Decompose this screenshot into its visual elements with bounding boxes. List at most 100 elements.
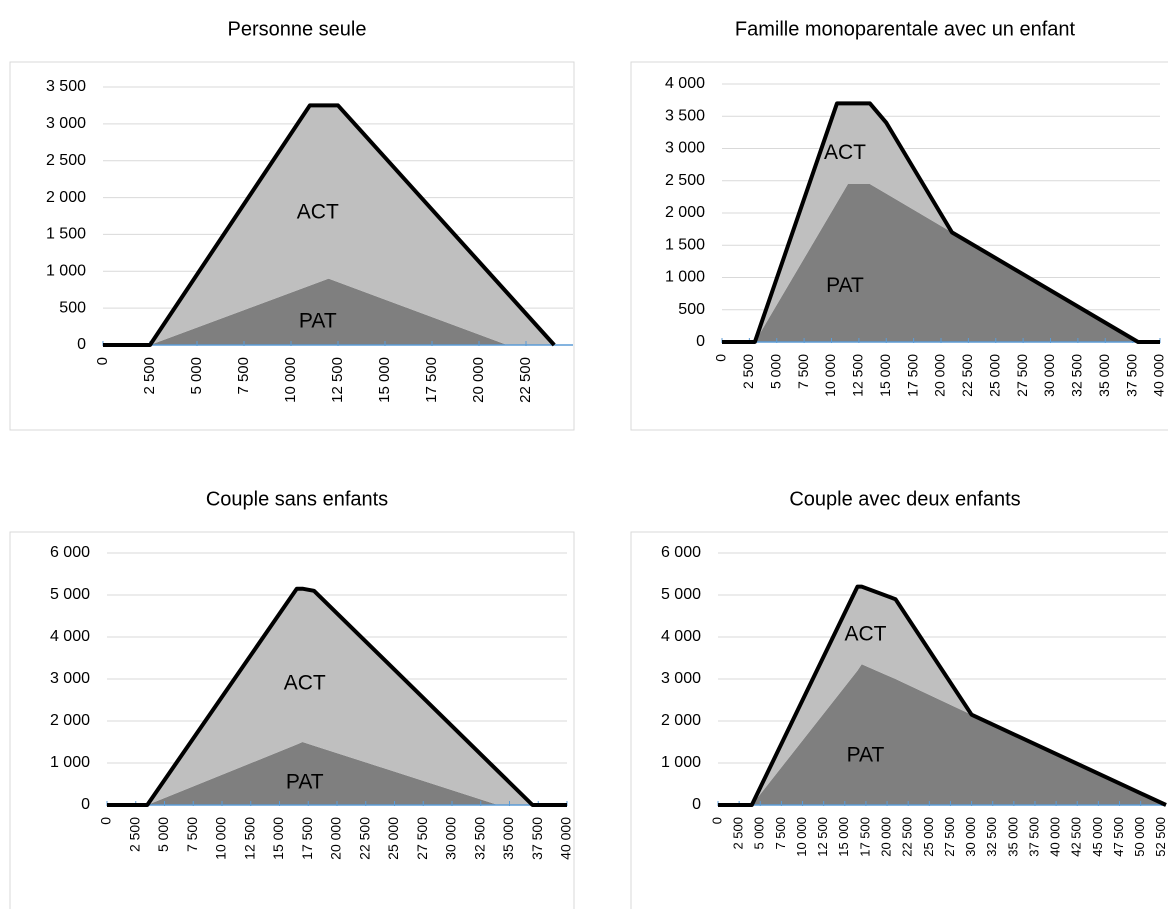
x-tick-label: 0 [94, 357, 111, 365]
panel-frame [9, 61, 575, 431]
x-tick-label: 2 500 [141, 357, 158, 395]
x-tick-label: 20 000 [470, 357, 487, 403]
x-tick-label: 15 000 [270, 817, 286, 860]
x-tick-label: 10 000 [822, 354, 838, 397]
chart-title: Personne seule [228, 18, 367, 40]
y-tick-label: 5 000 [661, 586, 701, 603]
y-tick-label: 2 500 [46, 152, 86, 169]
area-1 [722, 103, 1160, 342]
y-tick-label: 6 000 [50, 544, 90, 561]
x-tick-label: 0 [713, 354, 729, 362]
y-tick-label: 4 000 [661, 628, 701, 645]
y-tick-label: 0 [81, 796, 90, 813]
x-tick-label: 5 000 [752, 817, 767, 850]
x-tick-label: 5 000 [188, 357, 205, 395]
y-tick-label: 3 000 [661, 670, 701, 687]
y-tick-label: 1 000 [46, 263, 86, 280]
x-tick-label: 17 500 [299, 817, 315, 860]
x-tick-label: 22 500 [517, 357, 534, 403]
x-tick-label: 37 500 [1026, 817, 1041, 857]
series-label: ACT [284, 671, 326, 694]
y-tick-label: 3 000 [50, 670, 90, 687]
x-tick-label: 25 000 [385, 817, 401, 860]
y-tick-label: 1 500 [46, 226, 86, 243]
x-tick-label: 7 500 [235, 357, 252, 395]
x-tick-label: 32 500 [471, 817, 487, 860]
x-tick-label: 15 000 [836, 817, 851, 857]
x-tick-label: 20 000 [878, 817, 893, 857]
series-label: PAT [286, 770, 324, 793]
y-tick-label: 2 000 [46, 189, 86, 206]
panel-frame [630, 531, 1168, 909]
y-tick-label: 5 000 [50, 586, 90, 603]
x-tick-label: 10 000 [282, 357, 299, 403]
x-tick-label: 20 000 [932, 354, 948, 397]
area-1 [718, 586, 1166, 805]
x-tick-label: 7 500 [184, 817, 200, 852]
x-tick-label: 52 500 [1153, 817, 1168, 857]
series-label: ACT [824, 141, 866, 164]
y-tick-label: 0 [692, 796, 701, 813]
y-tick-label: 1 500 [665, 236, 705, 253]
y-tick-label: 3 000 [665, 140, 705, 157]
series-label: PAT [847, 743, 885, 766]
y-tick-label: 1 000 [661, 754, 701, 771]
x-tick-label: 0 [709, 817, 724, 824]
panel-frame [9, 531, 575, 909]
x-tick-label: 47 500 [1111, 817, 1126, 857]
x-tick-label: 17 500 [857, 817, 872, 857]
x-tick-label: 7 500 [773, 817, 788, 850]
x-tick-label: 37 500 [1123, 354, 1139, 397]
x-tick-label: 42 500 [1069, 817, 1084, 857]
y-tick-label: 1 000 [50, 754, 90, 771]
y-tick-label: 3 500 [46, 78, 86, 95]
x-tick-label: 2 500 [731, 817, 746, 850]
chart-title: Couple avec deux enfants [789, 488, 1020, 510]
chart-title: Couple sans enfants [206, 488, 388, 510]
x-tick-label: 2 500 [126, 817, 142, 852]
area-1 [103, 105, 555, 345]
area-0 [107, 742, 567, 805]
x-tick-label: 35 000 [500, 817, 516, 860]
x-tick-label: 12 500 [815, 817, 830, 857]
x-tick-label: 37 500 [529, 817, 545, 860]
y-tick-label: 2 000 [50, 712, 90, 729]
x-tick-label: 5 000 [767, 354, 783, 389]
total-outline [103, 103, 556, 347]
x-tick-label: 5 000 [155, 817, 171, 852]
y-tick-label: 3 500 [665, 107, 705, 124]
x-tick-label: 2 500 [740, 354, 756, 389]
x-tick-label: 17 500 [423, 357, 440, 403]
y-tick-label: 0 [696, 333, 705, 350]
y-tick-label: 2 000 [665, 204, 705, 221]
x-tick-label: 30 000 [443, 817, 459, 860]
x-tick-label: 10 000 [213, 817, 229, 860]
chart-title: Famille monoparentale avec un enfant [735, 18, 1076, 40]
x-tick-label: 20 000 [328, 817, 344, 860]
panel-frame [630, 61, 1168, 431]
x-tick-label: 27 500 [942, 817, 957, 857]
x-tick-label: 12 500 [241, 817, 257, 860]
x-tick-label: 10 000 [794, 817, 809, 857]
y-tick-label: 4 000 [50, 628, 90, 645]
x-tick-label: 32 500 [984, 817, 999, 857]
y-tick-label: 0 [77, 336, 86, 353]
y-tick-label: 2 500 [665, 172, 705, 189]
x-tick-label: 22 500 [900, 817, 915, 857]
y-tick-label: 500 [678, 301, 705, 318]
x-tick-label: 45 000 [1090, 817, 1105, 857]
x-tick-label: 27 500 [1014, 354, 1030, 397]
total-outline [718, 584, 1167, 807]
series-label: PAT [826, 274, 864, 297]
series-label: ACT [844, 622, 886, 645]
y-tick-label: 500 [59, 299, 86, 316]
series-label: PAT [299, 309, 337, 332]
x-tick-label: 22 500 [356, 817, 372, 860]
y-tick-label: 2 000 [661, 712, 701, 729]
series-label: ACT [297, 200, 339, 223]
x-tick-label: 12 500 [850, 354, 866, 397]
x-tick-label: 30 000 [963, 817, 978, 857]
x-tick-label: 25 000 [986, 354, 1002, 397]
